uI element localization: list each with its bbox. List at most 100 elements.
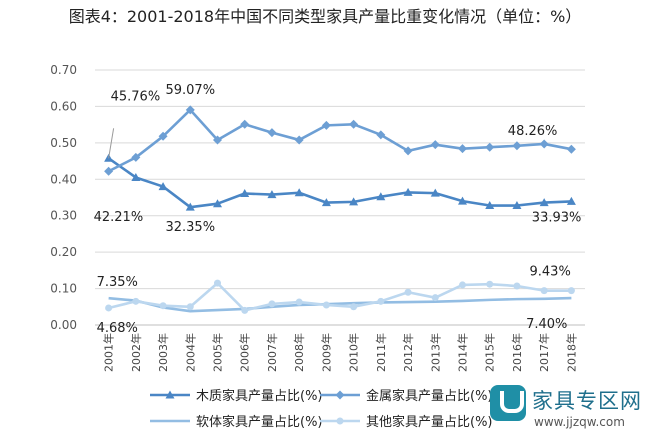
data-point (321, 120, 331, 130)
data-point (321, 198, 331, 207)
data-point (240, 119, 250, 129)
data-label: 45.76% (111, 89, 161, 104)
data-point (158, 182, 168, 191)
legend-label: 软体家具产量占比(%) (196, 414, 323, 430)
x-tick-label: 2002年 (129, 333, 143, 372)
data-point (403, 187, 413, 196)
data-point (430, 140, 440, 150)
x-tick-label: 2015年 (483, 333, 497, 372)
data-point (185, 202, 195, 211)
series-line-4 (108, 281, 572, 312)
y-tick-label: 0.70 (50, 63, 77, 77)
data-point (294, 135, 304, 145)
data-point (404, 288, 412, 296)
data-point (539, 139, 549, 149)
x-tick-label: 2006年 (238, 333, 252, 372)
data-point (240, 188, 250, 197)
data-point (213, 135, 222, 145)
watermark-logo: 家具专区网 www.jjzqw.com (488, 381, 648, 439)
x-tick-label: 2013年 (428, 333, 442, 372)
data-point (268, 300, 276, 308)
legend-label: 金属家具产量占比(%) (366, 388, 493, 404)
x-tick-label: 2007年 (265, 333, 279, 372)
data-point (512, 141, 522, 151)
data-label: 7.35% (97, 275, 138, 290)
data-point (539, 198, 549, 207)
y-tick-label: 0.60 (50, 99, 77, 113)
y-tick-label: 0.00 (50, 318, 77, 332)
x-tick-label: 2011年 (374, 333, 388, 372)
y-tick-label: 0.20 (50, 245, 77, 259)
x-tick-label: 2010年 (347, 333, 361, 372)
logo-name: 家具专区网 (532, 389, 642, 413)
series-line-1 (107, 157, 572, 209)
data-point (350, 303, 358, 311)
x-tick-label: 2018年 (564, 333, 578, 372)
x-tick-label: 2009年 (319, 333, 333, 372)
data-label: 4.68% (97, 321, 138, 336)
data-point (486, 280, 494, 288)
data-point (105, 304, 113, 312)
data-point (430, 188, 440, 197)
data-point (214, 279, 221, 287)
data-point (540, 287, 548, 295)
legend-label: 木质家具产量占比(%) (196, 388, 323, 404)
x-tick-label: 2016年 (510, 333, 524, 372)
data-point (159, 302, 167, 310)
data-point (566, 196, 576, 205)
data-point (458, 144, 467, 154)
data-point (104, 166, 114, 176)
x-tick-label: 2005年 (211, 333, 225, 372)
x-tick-label: 2003年 (156, 333, 170, 372)
x-tick-label: 2008年 (292, 333, 306, 372)
x-tick-label: 2001年 (102, 333, 116, 372)
data-point (376, 192, 386, 201)
data-point (158, 131, 168, 141)
series-line-2 (108, 108, 572, 173)
data-point (241, 306, 249, 314)
data-point (349, 197, 359, 206)
legend-label: 其他家具产量占比(%) (366, 414, 493, 430)
x-tick-label: 2017年 (537, 333, 551, 372)
data-label: 9.43% (530, 265, 571, 280)
logo-url: www.jjzqw.com (534, 415, 625, 429)
data-label: 59.07% (165, 83, 215, 98)
data-point (403, 146, 413, 156)
data-point (131, 172, 141, 181)
chart-title: 图表4：2001-2018年中国不同类型家具产量比重变化情况（单位：%） (68, 7, 582, 26)
x-tick-label: 2004年 (183, 333, 197, 372)
data-label: 33.93% (532, 210, 582, 225)
y-tick-label: 0.40 (50, 172, 77, 186)
data-point (131, 152, 141, 162)
legend-marker (165, 390, 175, 399)
y-tick-label: 0.30 (50, 209, 77, 223)
legend-marker (336, 417, 344, 425)
data-point (322, 301, 330, 309)
data-point (485, 142, 495, 152)
data-label: 32.35% (165, 220, 215, 235)
data-label: 7.40% (526, 317, 567, 332)
y-tick-label: 0.10 (50, 282, 77, 296)
data-label: 48.26% (508, 124, 558, 139)
data-point (294, 188, 304, 197)
x-tick-label: 2014年 (456, 333, 470, 372)
data-point (485, 201, 495, 210)
data-point (377, 297, 385, 305)
data-point (349, 119, 359, 129)
data-label: 42.21% (94, 210, 144, 225)
data-point (132, 297, 140, 305)
data-point (376, 130, 386, 140)
data-point (512, 201, 522, 210)
annotation-leader (108, 128, 115, 159)
y-tick-label: 0.50 (50, 136, 77, 150)
data-point (513, 282, 521, 290)
logo-icon (490, 385, 526, 421)
data-point (295, 298, 303, 306)
data-point (213, 199, 222, 208)
data-point (567, 287, 575, 295)
data-point (185, 105, 195, 115)
series-line-3 (108, 296, 572, 313)
data-point (186, 303, 194, 311)
